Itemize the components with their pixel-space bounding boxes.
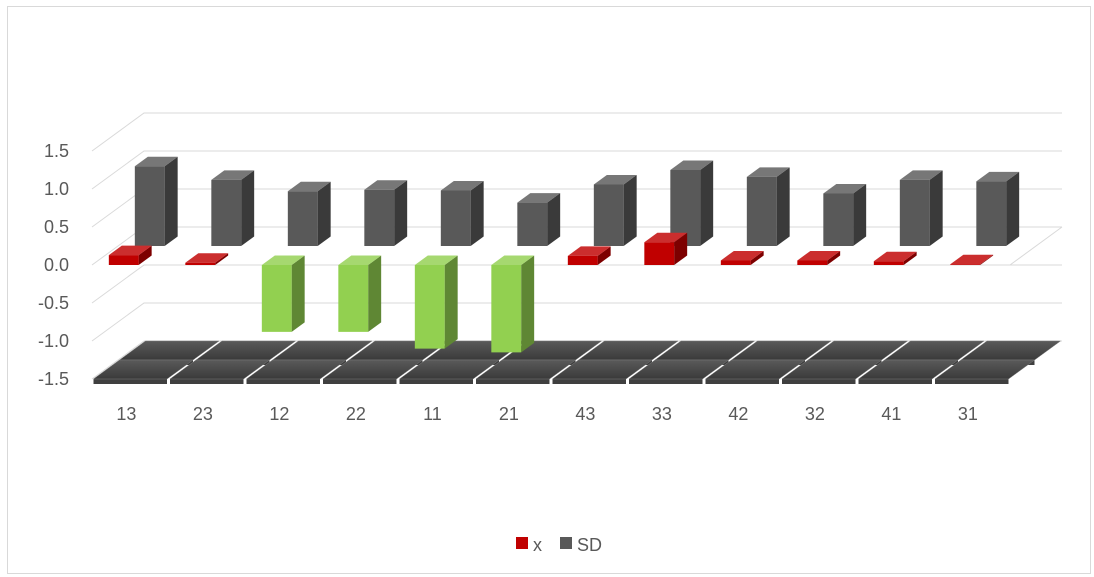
floor-tile-edge <box>706 379 780 384</box>
floor-tile-edge <box>782 379 856 384</box>
bar-sd-43 <box>594 175 637 246</box>
bar-x-31 <box>950 255 993 265</box>
y-tick-label: 1.0 <box>44 179 69 199</box>
bar-sd-13 <box>135 157 178 246</box>
floor-tile-edge <box>400 379 474 384</box>
legend-swatch-sd <box>560 537 572 549</box>
legend-swatch-x <box>516 537 528 549</box>
bar-sd-32 <box>823 184 866 246</box>
y-tick-label: 0.5 <box>44 217 69 237</box>
gridline <box>92 113 1062 151</box>
x-axis: 13 23 12 22 11 21 43 33 42 32 41 31 <box>116 404 978 424</box>
bar-x-23 <box>185 253 228 265</box>
legend-label-x: x <box>533 535 542 555</box>
floor-tile-edge <box>247 379 321 384</box>
floor-tile-edge <box>935 379 1009 384</box>
bar-sd-23 <box>211 170 254 246</box>
x-series <box>109 233 993 353</box>
gridline <box>92 265 1062 303</box>
bar-x-43 <box>568 246 611 265</box>
floor-tile-edge <box>476 379 550 384</box>
floor-tile-edge <box>170 379 244 384</box>
y-tick-label: -1.5 <box>38 369 69 389</box>
x-tick-label: 13 <box>116 404 136 424</box>
bar-x-22 <box>338 256 381 332</box>
x-tick-label: 43 <box>575 404 595 424</box>
bar-sd-11 <box>441 181 484 246</box>
bar-sd-42 <box>747 167 790 246</box>
bar-x-33 <box>644 233 687 265</box>
y-tick-label: -1.0 <box>38 331 69 351</box>
x-tick-label: 22 <box>346 404 366 424</box>
bar-x-12 <box>262 256 305 332</box>
bar-x-42 <box>721 251 764 265</box>
floor-tile-edge <box>553 379 627 384</box>
legend-label-sd: SD <box>577 535 602 555</box>
x-tick-label: 21 <box>499 404 519 424</box>
bar-sd-21 <box>517 193 560 246</box>
y-tick-label: 0.0 <box>44 255 69 275</box>
bar-sd-31 <box>976 172 1019 246</box>
y-axis: 1.5 1.0 0.5 0.0 -0.5 -1.0 -1.5 <box>38 141 69 389</box>
bar-x-32 <box>797 251 840 265</box>
x-tick-label: 31 <box>958 404 978 424</box>
x-tick-label: 11 <box>423 404 442 424</box>
y-tick-label: -0.5 <box>38 293 69 313</box>
x-tick-label: 33 <box>652 404 672 424</box>
x-tick-label: 12 <box>269 404 289 424</box>
x-tick-label: 42 <box>728 404 748 424</box>
x-tick-label: 41 <box>881 404 901 424</box>
bar-sd-41 <box>900 170 943 246</box>
gridline <box>92 303 1062 341</box>
bar-sd-22 <box>364 180 407 246</box>
sd-series <box>135 157 1019 246</box>
x-tick-label: 23 <box>193 404 213 424</box>
x-tick-label: 32 <box>805 404 825 424</box>
floor-tile-edge <box>629 379 703 384</box>
bar-x-21 <box>491 256 534 353</box>
bar-x-11 <box>415 256 458 349</box>
floor-tile-edge <box>859 379 933 384</box>
y-tick-label: 1.5 <box>44 141 69 161</box>
bar-sd-12 <box>288 182 331 246</box>
floor-tile-edge <box>94 379 168 384</box>
chart-floor <box>94 341 1061 384</box>
bar-x-41 <box>874 252 917 265</box>
floor-tile-edge <box>323 379 397 384</box>
legend: x SD <box>516 535 602 555</box>
